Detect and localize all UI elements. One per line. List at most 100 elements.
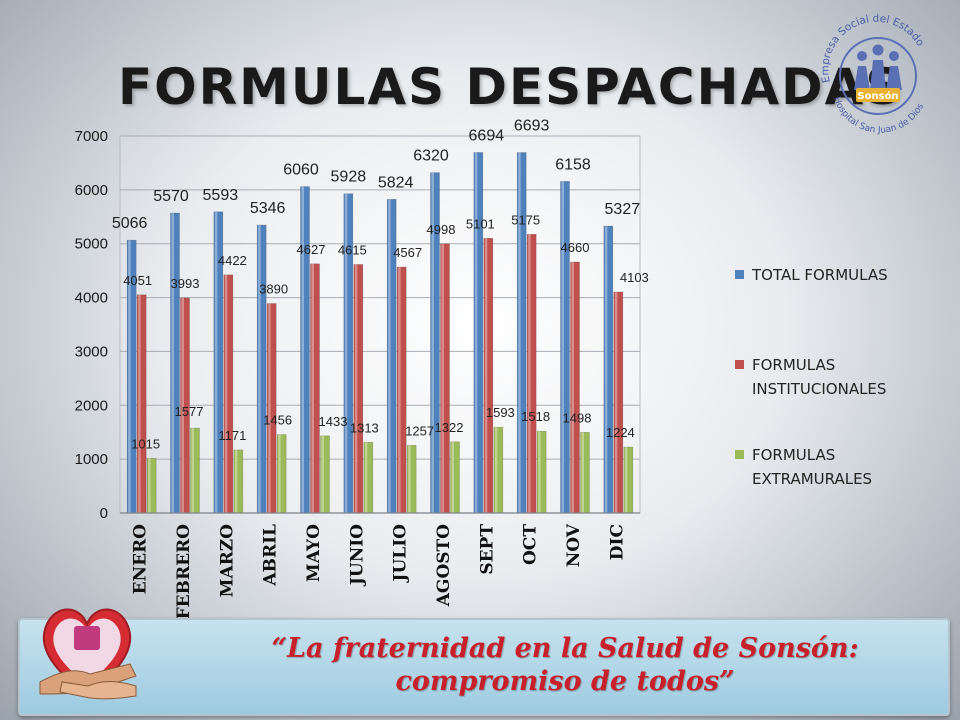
data-label-extramural: 1313 (350, 420, 379, 435)
x-tick-label: AGOSTO (434, 524, 454, 607)
y-tick-label: 3000 (75, 343, 108, 360)
bar-highlight (484, 238, 488, 513)
data-label-extramural: 1593 (486, 405, 515, 420)
bar-highlight (128, 240, 131, 513)
legend-swatch-institucional (735, 360, 744, 369)
data-label-extramural: 1257 (405, 423, 434, 438)
bar-highlight (614, 292, 618, 513)
data-label-institucional: 5175 (511, 212, 540, 227)
bar-highlight (408, 445, 411, 513)
data-label-total: 6693 (514, 118, 550, 135)
bar-highlight (538, 431, 541, 513)
x-tick-label: OCT (521, 524, 541, 565)
x-tick-label: JUNIO (347, 524, 367, 587)
hospital-logo: Sonsón Empresa Social del Estado Hospita… (819, 13, 926, 136)
bar-highlight (258, 225, 261, 513)
x-tick-label: NOV (564, 523, 584, 567)
data-label-extramural: 1015 (131, 436, 160, 451)
bar-highlight (398, 267, 401, 513)
data-label-total: 5346 (250, 200, 286, 217)
y-tick-label: 2000 (75, 397, 108, 414)
data-label-extramural: 1433 (319, 414, 348, 429)
y-tick-label: 5000 (75, 236, 108, 253)
bar-highlight (214, 211, 218, 514)
slide-title: FORMULAS DESPACHADAS (118, 58, 904, 116)
data-label-total: 5570 (153, 188, 189, 205)
data-label-total: 6320 (413, 148, 449, 165)
data-label-institucional: 3993 (171, 276, 200, 291)
data-label-total: 5327 (605, 201, 641, 218)
data-label-extramural: 1322 (435, 420, 464, 435)
data-label-institucional: 4567 (393, 245, 422, 260)
y-tick-label: 7000 (75, 128, 108, 145)
axes: 0 1000 2000 3000 4000 5000 6000 7000 ENERO FEBRER… (75, 128, 640, 619)
bar-highlight (581, 432, 584, 513)
bar-highlight (148, 458, 151, 513)
bar-highlight (571, 262, 574, 513)
data-label-institucional: 4103 (620, 270, 649, 285)
legend-label-extramural: FORMULAS EXTRAMURALES (752, 446, 872, 488)
gridlines (119, 135, 641, 514)
data-label-extramural: 1171 (218, 428, 246, 443)
people-icon (854, 44, 902, 90)
data-labels: 5066 4051 1015 5570 3993 1577 5593 4422 1171 5346… (112, 118, 649, 452)
heart-handshake-icon (39, 608, 137, 700)
data-label-institucional: 4615 (338, 242, 367, 257)
x-tick-label: DIC (607, 524, 627, 560)
x-tick-label: FEBRERO (174, 524, 194, 620)
bar-highlight (171, 213, 174, 513)
data-label-institucional: 3890 (259, 281, 288, 296)
legend: TOTAL FORMULAS FORMULAS INSTITUCIONALES FOR… (735, 266, 888, 488)
bar-highlight (344, 193, 348, 513)
data-label-total: 5593 (203, 187, 239, 204)
plot-area (119, 135, 641, 514)
data-label-institucional: 4998 (427, 222, 456, 237)
bar-highlight (561, 181, 564, 513)
data-label-institucional: 4627 (297, 242, 326, 257)
legend-label-institucional: FORMULAS INSTITUCIONALES (752, 356, 886, 398)
data-label-total: 5066 (112, 215, 148, 232)
data-label-extramural: 1456 (263, 413, 292, 428)
data-label-extramural: 1518 (521, 409, 550, 424)
x-tick-label: MARZO (217, 524, 237, 598)
bar-highlight (624, 447, 628, 513)
y-tick-label: 6000 (75, 182, 108, 199)
data-label-extramural: 1577 (175, 404, 204, 419)
logo-town: Sonsón (857, 90, 898, 102)
bar-highlight (234, 449, 238, 513)
bar-highlight (474, 152, 478, 513)
bar-highlight (604, 226, 608, 513)
x-tick-label: ABRIL (261, 524, 281, 587)
data-label-institucional: 4422 (218, 253, 247, 268)
bar-highlight (301, 186, 304, 513)
x-tick-label: MAYO (304, 524, 324, 582)
x-tick-label: ENERO (131, 524, 151, 595)
footer-banner: “La fraternidad en la Salud de Sonsón: c… (18, 608, 950, 716)
data-label-total: 5824 (378, 174, 414, 191)
bar-highlight (321, 435, 324, 513)
x-tick-label: JULIO (391, 524, 411, 584)
data-label-extramural: 1224 (606, 425, 635, 440)
x-tick-label: SEPT (477, 524, 497, 575)
y-tick-label: 0 (100, 505, 108, 522)
bar-highlight (528, 234, 531, 513)
data-label-total: 6158 (555, 156, 591, 173)
bar-highlight (441, 243, 444, 513)
bar-highlight (278, 434, 281, 513)
banner-slogan: “La fraternidad en la Salud de Sonsón: c… (271, 633, 859, 697)
y-tick-label: 1000 (75, 451, 108, 468)
legend-label-total: TOTAL FORMULAS (751, 266, 888, 284)
bar-highlight (451, 441, 454, 513)
data-label-total: 6694 (469, 127, 505, 144)
data-label-institucional: 4660 (561, 240, 590, 255)
bar-highlight (364, 442, 368, 513)
bar-highlight (354, 264, 358, 513)
bar-highlight (431, 172, 434, 513)
data-label-institucional: 4051 (123, 273, 152, 288)
bar-highlight (494, 427, 498, 513)
bar-highlight (181, 297, 184, 513)
data-label-extramural: 1498 (563, 410, 592, 425)
bar-highlight (388, 199, 391, 513)
data-label-total: 5928 (331, 169, 367, 186)
